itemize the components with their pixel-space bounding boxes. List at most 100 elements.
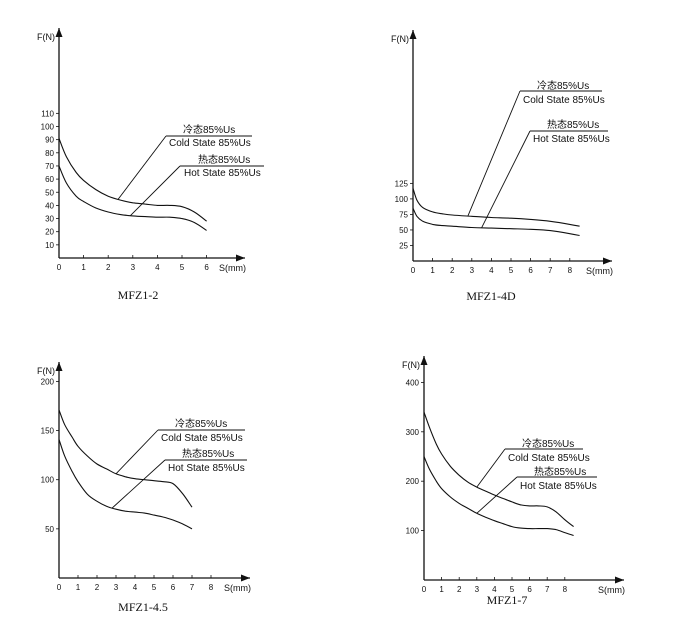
series-label-en: Hot State 85%Us xyxy=(184,168,261,179)
series-leader-line xyxy=(130,165,181,216)
y-tick-label: 200 xyxy=(41,377,55,386)
series-label-en: Hot State 85%Us xyxy=(520,481,597,492)
series-label-en: Hot State 85%Us xyxy=(168,463,245,474)
x-tick-label: 5 xyxy=(510,585,515,594)
x-tick-label: 2 xyxy=(95,583,100,592)
y-tick-label: 200 xyxy=(406,477,420,486)
series-label-zh: 冷态85%Us xyxy=(537,79,589,92)
series-label-en: Cold State 85%Us xyxy=(169,138,251,149)
hot-state-curve xyxy=(412,207,580,237)
x-tick-label: 7 xyxy=(545,585,550,594)
y-tick-label: 90 xyxy=(45,136,54,145)
y-tick-label: 80 xyxy=(45,149,54,158)
x-tick-label: 7 xyxy=(548,266,553,275)
series-label-zh: 热态85%Us xyxy=(547,118,599,131)
cold-state-curve xyxy=(58,409,193,508)
y-tick-label: 100 xyxy=(406,527,420,536)
y-axis-label: F(N) xyxy=(391,34,409,44)
x-tick-label: 1 xyxy=(430,266,435,275)
series-leader-line xyxy=(467,90,521,217)
x-axis-arrow xyxy=(241,574,250,582)
x-tick-label: 6 xyxy=(204,263,209,272)
series-leader-line xyxy=(481,130,531,228)
x-axis-label: S(mm) xyxy=(219,263,246,273)
x-tick-label: 4 xyxy=(155,263,160,272)
series-leader-line xyxy=(117,135,167,200)
hot-state-curve xyxy=(58,165,207,231)
series-label-zh: 冷态85%Us xyxy=(183,123,235,136)
x-tick-label: 4 xyxy=(489,266,494,275)
y-tick-label: 50 xyxy=(399,226,408,235)
series-leader-line xyxy=(476,448,506,488)
y-axis-arrow xyxy=(420,356,428,365)
y-tick-label: 100 xyxy=(395,195,409,204)
chart-title: MFZ1-4D xyxy=(466,289,516,303)
series-label-en: Cold State 85%Us xyxy=(508,453,590,464)
x-axis-label: S(mm) xyxy=(586,266,613,276)
series-label-en: Cold State 85%Us xyxy=(523,95,605,106)
y-tick-label: 40 xyxy=(45,201,54,210)
x-tick-label: 4 xyxy=(492,585,497,594)
x-tick-label: 5 xyxy=(152,583,157,592)
y-tick-label: 30 xyxy=(45,215,54,224)
series-leader-line xyxy=(476,476,518,514)
y-axis-arrow xyxy=(409,30,417,39)
y-axis-label: F(N) xyxy=(402,360,420,370)
x-tick-label: 8 xyxy=(209,583,214,592)
chart-panel: F(N) S(mm) 50 100 150 200 0 1 2 3 4 5 6 7 8 冷态85%Us Cold… xyxy=(37,362,251,614)
x-tick-label: 1 xyxy=(81,263,86,272)
x-axis-arrow xyxy=(236,254,245,262)
x-tick-label: 1 xyxy=(439,585,444,594)
x-tick-label: 8 xyxy=(563,585,568,594)
series-label-en: Hot State 85%Us xyxy=(533,134,610,145)
x-tick-label: 3 xyxy=(114,583,119,592)
chart-panel: F(N) S(mm) 25 50 75 100 125 0 1 2 3 4 5 6 7 8 冷态85%Us Col… xyxy=(391,30,613,303)
y-axis-label: F(N) xyxy=(37,366,55,376)
x-tick-label: 3 xyxy=(475,585,480,594)
series-label-zh: 冷态85%Us xyxy=(175,417,227,430)
x-tick-label: 6 xyxy=(528,266,533,275)
cold-state-curve xyxy=(58,138,207,222)
x-tick-label: 2 xyxy=(106,263,111,272)
y-tick-label: 400 xyxy=(406,378,420,387)
y-tick-label: 100 xyxy=(41,123,55,132)
hot-state-curve xyxy=(423,456,574,537)
x-tick-label: 1 xyxy=(76,583,81,592)
y-tick-label: 300 xyxy=(406,428,420,437)
y-tick-label: 100 xyxy=(41,476,55,485)
hot-state-curve xyxy=(58,439,193,530)
series-label-zh: 冷态85%Us xyxy=(522,437,574,450)
y-tick-label: 50 xyxy=(45,188,54,197)
y-tick-label: 70 xyxy=(45,162,54,171)
x-tick-label: 3 xyxy=(470,266,475,275)
series-label-zh: 热态85%Us xyxy=(182,447,234,460)
series-label-zh: 热态85%Us xyxy=(198,153,250,166)
y-axis-arrow xyxy=(55,28,63,37)
series-leader-line xyxy=(111,459,166,509)
x-tick-label: 0 xyxy=(411,266,416,275)
y-axis-label: F(N) xyxy=(37,32,55,42)
x-tick-label: 2 xyxy=(457,585,462,594)
chart-panel: F(N) S(mm) 10 20 30 40 50 60 70 80 90 100 110 0 1 2 3 4 5 6… xyxy=(37,28,264,302)
chart-panel: F(N) S(mm) 100 200 300 400 0 1 2 3 4 5 6 7 8 冷态85%Us Col… xyxy=(402,356,625,607)
cold-state-curve xyxy=(412,188,580,227)
y-axis-arrow xyxy=(55,362,63,371)
chart-title: MFZ1-4.5 xyxy=(118,600,168,614)
y-tick-label: 75 xyxy=(399,210,408,219)
x-tick-label: 6 xyxy=(171,583,176,592)
chart-title: MFZ1-7 xyxy=(487,593,528,607)
x-axis-arrow xyxy=(615,576,624,584)
x-tick-label: 0 xyxy=(422,585,427,594)
x-axis-arrow xyxy=(603,257,612,265)
chart-title: MFZ1-2 xyxy=(118,288,159,302)
x-tick-label: 4 xyxy=(133,583,138,592)
x-tick-label: 5 xyxy=(509,266,514,275)
y-tick-label: 25 xyxy=(399,241,408,250)
series-leader-line xyxy=(115,429,159,475)
y-tick-label: 10 xyxy=(45,241,54,250)
y-tick-label: 50 xyxy=(45,525,54,534)
x-tick-label: 5 xyxy=(180,263,185,272)
y-tick-label: 20 xyxy=(45,228,54,237)
x-tick-label: 2 xyxy=(450,266,455,275)
